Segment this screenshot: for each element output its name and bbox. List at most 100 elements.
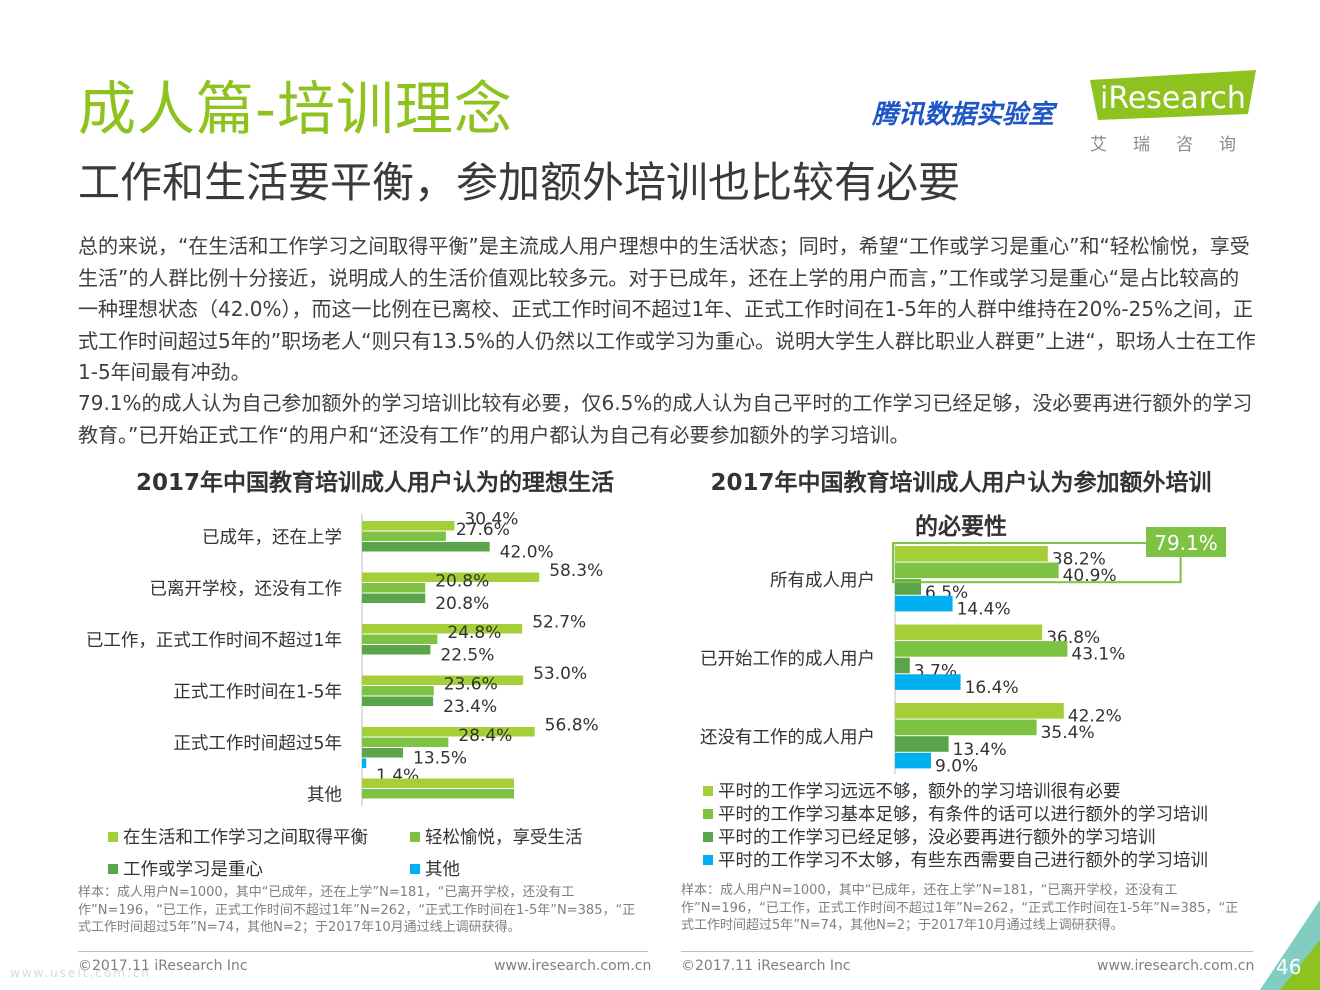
chart1-data-label: 28.4% [458,726,512,746]
chart1-data-label: 27.6% [456,520,510,540]
legend-swatch [410,831,420,842]
chart2-data-label: 9.0% [935,756,978,776]
chart2-bar [895,562,1059,579]
chart1-bar [362,521,455,531]
legend-swatch [703,785,713,796]
watermark: www.useit.com.cn [10,966,151,980]
summary-paragraph-2: 79.1%的成人认为自己参加额外的学习培训比较有必要，仅6.5%的成人认为自己平… [78,391,1253,447]
chart2-data-label: 16.4% [965,678,1019,698]
chart2-bar [895,752,931,769]
chart2-footer-divider [681,951,1253,952]
logo-text: iResearch [1100,81,1246,116]
chart1-copyright: ©2017.11 iResearch Inc [78,958,248,974]
chart2-data-label: 42.2% [1068,707,1122,727]
chart1-bar [362,789,514,799]
legend-label: 平时的工作学习已经足够，没必要再进行额外的学习培训 [718,828,1156,848]
chart2-category-label: 还没有工作的成人用户 [700,728,875,748]
chart1-data-label: 24.8% [447,623,501,643]
legend-swatch [108,831,118,842]
chart2-sample-note: 样本：成人用户N=1000，其中“已成年，还在上学”N=181，“已离开学校，还… [681,883,1239,933]
chart2-highlight-badge [1146,527,1226,557]
chart1-category-label: 正式工作时间超过5年 [173,734,342,754]
chart2-bar [895,595,953,612]
chart2-bar [895,703,1064,719]
chart2-bar [895,546,1048,562]
chart1-bar [362,696,434,706]
chart2-legend-item-4: 平时的工作学习不太够，有些东西需要自己进行额外的学习培训 [703,847,1208,872]
legend-label: 平时的工作学习不太够，有些东西需要自己进行额外的学习培训 [718,851,1208,871]
legend-swatch [108,863,118,874]
legend-label: 轻松愉悦，享受生活 [425,828,583,848]
chart1-ideal-life: 已成年，还在上学 30.4%27.6% 42.0% 已离开学校，还没有工作 58.3% 2… [86,510,603,806]
chart1-category-label: 已成年，还在上学 [202,528,342,548]
chart1-bar [362,634,438,644]
chart1-data-label: 22.5% [440,646,494,666]
chart2-data-label: 35.4% [1041,723,1095,743]
chart1-legend-item-3: 工作或学习是重心 [108,856,263,881]
chart2-legend-item-3: 平时的工作学习已经足够，没必要再进行额外的学习培训 [703,824,1156,849]
legend-swatch [703,831,713,842]
chart1-footer-divider [78,951,648,952]
chart1-bar [362,778,514,788]
chart2-highlight-value: 79.1% [1154,531,1218,555]
chart1-legend-item-4: 其他 [410,856,460,881]
chart2-data-label: 38.2% [1052,550,1106,570]
logo-cn-text: 艾瑞咨询 [1090,135,1262,155]
chart1-bar [362,542,490,552]
chart2-title-line1: 2017年中国教育培训成人用户认为参加额外培训 [710,470,1212,496]
legend-swatch [703,808,713,819]
chart2-bar [895,624,1043,641]
legend-label: 平时的工作学习远远不够，额外的学习培训很有必要 [718,782,1121,802]
chart1-bar [362,583,426,593]
chart1-data-label: 42.0% [500,543,554,563]
chart2-website: www.iresearch.com.cn [1097,958,1255,974]
chart2-legend-item-1: 平时的工作学习远远不够，额外的学习培训很有必要 [703,778,1121,803]
chart2-title-line2: 的必要性 [915,514,1007,540]
chart2-bar [895,657,910,674]
chart1-bar [362,624,523,634]
iresearch-logo: iResearch [1090,70,1256,120]
chart2-copyright: ©2017.11 iResearch Inc [681,958,851,974]
chart1-category-label: 正式工作时间在1-5年 [173,683,342,703]
chart1-bar [362,531,446,541]
chart1-category-label: 已离开学校，还没有工作 [150,580,343,600]
chart2-data-label: 40.9% [1063,566,1117,586]
chart2-data-label: 43.1% [1071,645,1125,665]
chart1-data-label: 23.6% [444,675,498,695]
chart1-bar [362,645,431,655]
chart2-data-label: 14.4% [957,599,1011,619]
chart2-bar [895,641,1068,657]
chart1-data-label: 30.4% [464,510,518,530]
legend-swatch [703,854,713,865]
chart1-sample-note: 样本：成人用户N=1000，其中“已成年，还在上学”N=181，“已离开学校，还… [78,885,636,935]
chart1-data-label: 56.8% [545,716,599,736]
chart2-training-necessity: 所有成人用户38.2%40.9%6.5%14.4%已开始工作的成人用户36.8%… [700,527,1226,776]
chart1-title: 2017年中国教育培训成人用户认为的理想生活 [135,470,614,496]
chart1-data-label: 58.3% [549,561,603,581]
corner-decoration [1260,900,1320,990]
chart2-bar [895,719,1037,736]
tencent-lab-label: 腾讯数据实验室 [872,100,1055,130]
summary-paragraph-1: 总的来说，“在生活和工作学习之间取得平衡”是主流成人用户理想中的生活状态；同时，… [78,234,1256,384]
chart1-bar [362,572,540,582]
legend-label: 工作或学习是重心 [123,860,263,880]
chart1-data-label: 20.8% [435,594,489,614]
chart1-data-label: 23.4% [443,697,497,717]
chart1-category-label: 其他 [307,786,342,806]
chart2-highlight-box [892,542,1182,584]
page-title: 成人篇-培训理念 [78,75,513,143]
chart1-bar [362,686,434,696]
chart1-bar [362,748,404,758]
chart1-website: www.iresearch.com.cn [494,958,652,974]
chart2-category-label: 已开始工作的成人用户 [700,650,875,670]
chart1-bar [362,593,426,603]
chart1-data-label: 20.8% [435,572,489,592]
chart2-category-label: 所有成人用户 [770,571,875,591]
legend-label: 平时的工作学习基本足够，有条件的话可以进行额外的学习培训 [718,805,1208,825]
chart1-data-label: 52.7% [532,613,586,633]
chart1-data-label: 53.0% [533,664,587,684]
chart1-bar [362,758,367,768]
chart1-category-label: 已工作，正式工作时间不超过1年 [86,631,342,651]
chart2-data-label: 13.4% [953,740,1007,760]
chart1-bar [362,737,449,747]
